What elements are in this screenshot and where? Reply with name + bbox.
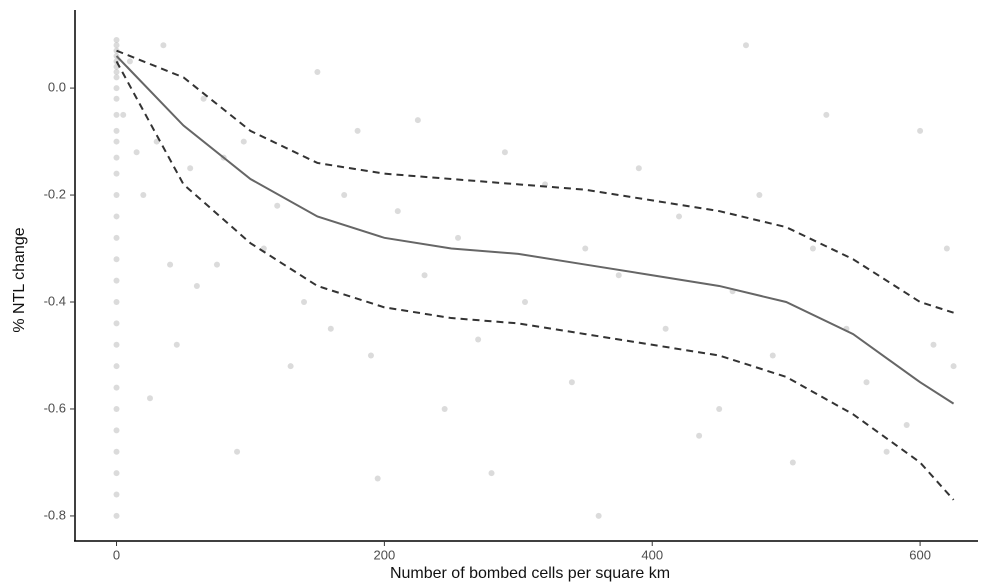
data-point — [113, 256, 120, 263]
data-point — [167, 261, 174, 268]
data-point — [568, 379, 575, 386]
data-point — [113, 427, 120, 434]
data-point — [113, 299, 120, 306]
fit-line — [115, 55, 955, 405]
data-point — [113, 138, 120, 145]
data-point — [595, 512, 602, 519]
data-point — [475, 336, 482, 343]
data-point — [120, 111, 127, 118]
data-point — [113, 42, 120, 49]
data-point — [200, 95, 207, 102]
data-point — [809, 245, 816, 252]
data-point — [930, 341, 937, 348]
data-point — [341, 192, 348, 199]
data-point — [113, 363, 120, 370]
data-point — [113, 85, 120, 92]
data-point — [716, 405, 723, 412]
x-tick-label: 0 — [113, 547, 120, 562]
data-point — [173, 341, 180, 348]
y-tick-label: -0.2 — [44, 186, 66, 201]
data-point — [943, 245, 950, 252]
x-axis-title: Number of bombed cells per square km — [390, 565, 670, 582]
data-point — [140, 192, 147, 199]
data-point — [113, 234, 120, 241]
data-point — [113, 127, 120, 134]
data-point — [301, 299, 308, 306]
data-point — [133, 149, 140, 156]
confidence-band — [116, 49, 954, 314]
y-tick-label: -0.4 — [44, 293, 66, 308]
data-point — [160, 42, 167, 49]
data-point — [113, 95, 120, 102]
data-point — [789, 459, 796, 466]
data-point — [863, 379, 870, 386]
data-point — [274, 202, 281, 209]
data-point — [234, 448, 241, 455]
data-point — [113, 154, 120, 161]
data-point — [113, 192, 120, 199]
data-point — [488, 470, 495, 477]
data-point — [113, 512, 120, 519]
data-point — [615, 272, 622, 279]
data-point — [113, 448, 120, 455]
data-point — [113, 491, 120, 498]
data-point — [113, 170, 120, 177]
y-tick-label: -0.6 — [44, 400, 66, 415]
data-point — [823, 111, 830, 118]
data-point — [113, 213, 120, 220]
data-point — [147, 395, 153, 402]
data-point — [635, 165, 642, 172]
y-axis-title: % NTL change — [11, 227, 28, 332]
y-tick-label: 0.0 — [48, 80, 66, 95]
data-point — [374, 475, 381, 482]
data-point — [441, 405, 448, 412]
data-point — [193, 282, 200, 289]
data-point — [113, 277, 120, 284]
data-point — [113, 470, 120, 477]
data-point — [455, 234, 462, 241]
data-point — [113, 69, 120, 76]
data-point — [501, 149, 508, 156]
data-point — [414, 117, 421, 124]
data-point — [742, 42, 749, 49]
data-point — [662, 325, 669, 332]
data-point — [582, 245, 589, 252]
data-point — [113, 384, 120, 391]
x-tick-label: 400 — [641, 547, 663, 562]
data-point — [113, 111, 120, 118]
data-point — [903, 422, 910, 429]
data-point — [126, 58, 133, 65]
data-point — [113, 74, 120, 81]
data-point — [367, 352, 374, 359]
data-point — [187, 165, 194, 172]
data-point — [113, 36, 120, 43]
data-point — [354, 127, 361, 134]
data-point — [421, 272, 428, 279]
data-point — [113, 341, 120, 348]
data-point — [314, 69, 321, 76]
data-point — [113, 405, 120, 412]
data-point — [883, 448, 890, 455]
data-point — [522, 299, 528, 306]
data-point — [676, 213, 683, 220]
data-point — [950, 363, 957, 370]
data-point — [696, 432, 703, 439]
confidence-band — [115, 60, 955, 501]
data-point — [394, 208, 401, 215]
data-point — [917, 127, 924, 134]
y-tick-label: -0.8 — [44, 507, 66, 522]
data-point — [113, 320, 120, 327]
data-point — [756, 192, 763, 199]
x-tick-label: 200 — [374, 547, 396, 562]
data-point — [153, 138, 160, 145]
data-point — [213, 261, 220, 268]
data-point — [240, 138, 247, 145]
data-point — [769, 352, 776, 359]
data-point — [287, 363, 294, 370]
x-tick-label: 600 — [909, 547, 931, 562]
data-point — [327, 325, 334, 332]
